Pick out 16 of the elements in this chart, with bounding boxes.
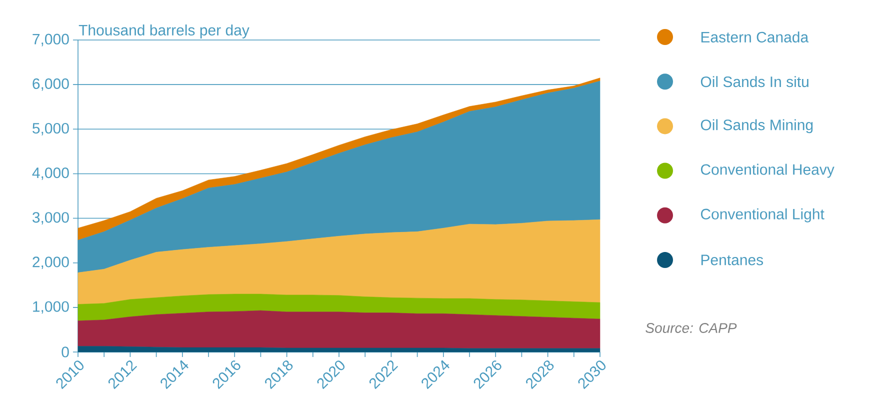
legend-label: Oil Sands Mining — [700, 119, 813, 134]
y-tick-label: 4,000 — [32, 168, 69, 180]
text: Source: CAPP — [646, 323, 737, 333]
legend-label: Eastern Canada — [701, 31, 809, 42]
legend-label: Conventional Heavy — [700, 164, 834, 178]
legend-label: Oil Sands In situ — [700, 76, 808, 88]
legend-label: Conventional Light — [700, 208, 824, 222]
legend-label: Pentanes — [701, 254, 764, 266]
y-tick-label: 1,000 — [33, 301, 69, 314]
y-tick-label: 0 — [62, 346, 69, 358]
y-axis-title: Thousand barrels per day — [78, 24, 250, 38]
y-tick-label: 3,000 — [32, 212, 69, 224]
y-tick-label: 5,000 — [32, 122, 69, 136]
y-tick-label: 6,000 — [32, 78, 69, 91]
y-tick-label: 2,000 — [32, 256, 69, 270]
y-tick-label: 7,000 — [32, 34, 69, 46]
